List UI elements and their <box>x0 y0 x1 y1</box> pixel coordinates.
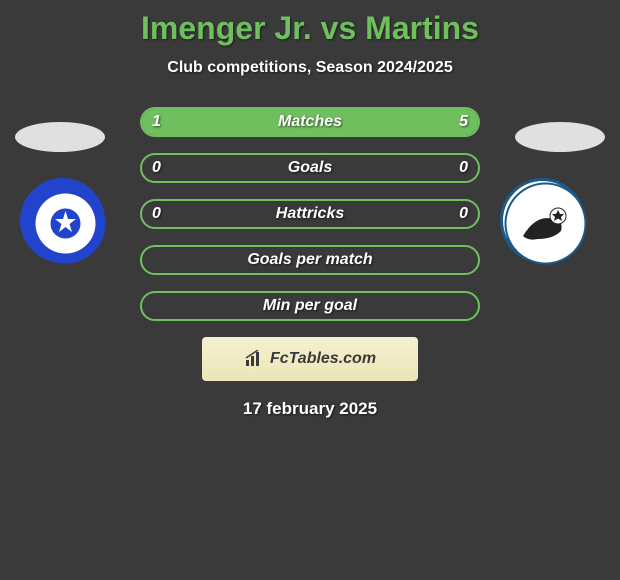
stat-bar: Matches 1 5 <box>140 107 480 137</box>
player-left-club-logo <box>20 178 120 263</box>
stat-bar: Hattricks 0 0 <box>140 199 480 229</box>
page-title: Imenger Jr. vs Martins <box>0 10 620 47</box>
attribution-text: FcTables.com <box>270 350 376 368</box>
player-right-club-logo <box>500 178 600 263</box>
stat-value-left: 0 <box>152 205 161 223</box>
stat-bar: Goals per match <box>140 245 480 275</box>
attribution-chart-icon <box>244 350 266 368</box>
player-left-flag <box>15 122 105 152</box>
dolphin-logo-icon <box>503 181 588 266</box>
stat-value-right: 0 <box>459 159 468 177</box>
date-text: 17 february 2025 <box>0 399 620 419</box>
stat-value-right: 0 <box>459 205 468 223</box>
stat-bar-fill-left <box>142 109 198 135</box>
player-right-flag <box>515 122 605 152</box>
stat-value-left: 1 <box>152 113 161 131</box>
attribution-badge: FcTables.com <box>202 337 418 381</box>
stat-label: Min per goal <box>263 297 357 315</box>
stat-bar: Min per goal <box>140 291 480 321</box>
lobi-stars-logo-icon <box>23 181 108 266</box>
comparison-container: Imenger Jr. vs Martins Club competitions… <box>0 0 620 419</box>
stat-label: Goals per match <box>247 251 372 269</box>
subtitle: Club competitions, Season 2024/2025 <box>0 59 620 77</box>
stat-value-right: 5 <box>459 113 468 131</box>
stat-label: Matches <box>278 113 342 131</box>
stats-bars: Matches 1 5 Goals 0 0 Hattricks 0 0 Goals per mat… <box>140 107 480 321</box>
stat-label: Hattricks <box>276 205 344 223</box>
stat-label: Goals <box>288 159 332 177</box>
stat-value-left: 0 <box>152 159 161 177</box>
stat-bar: Goals 0 0 <box>140 153 480 183</box>
